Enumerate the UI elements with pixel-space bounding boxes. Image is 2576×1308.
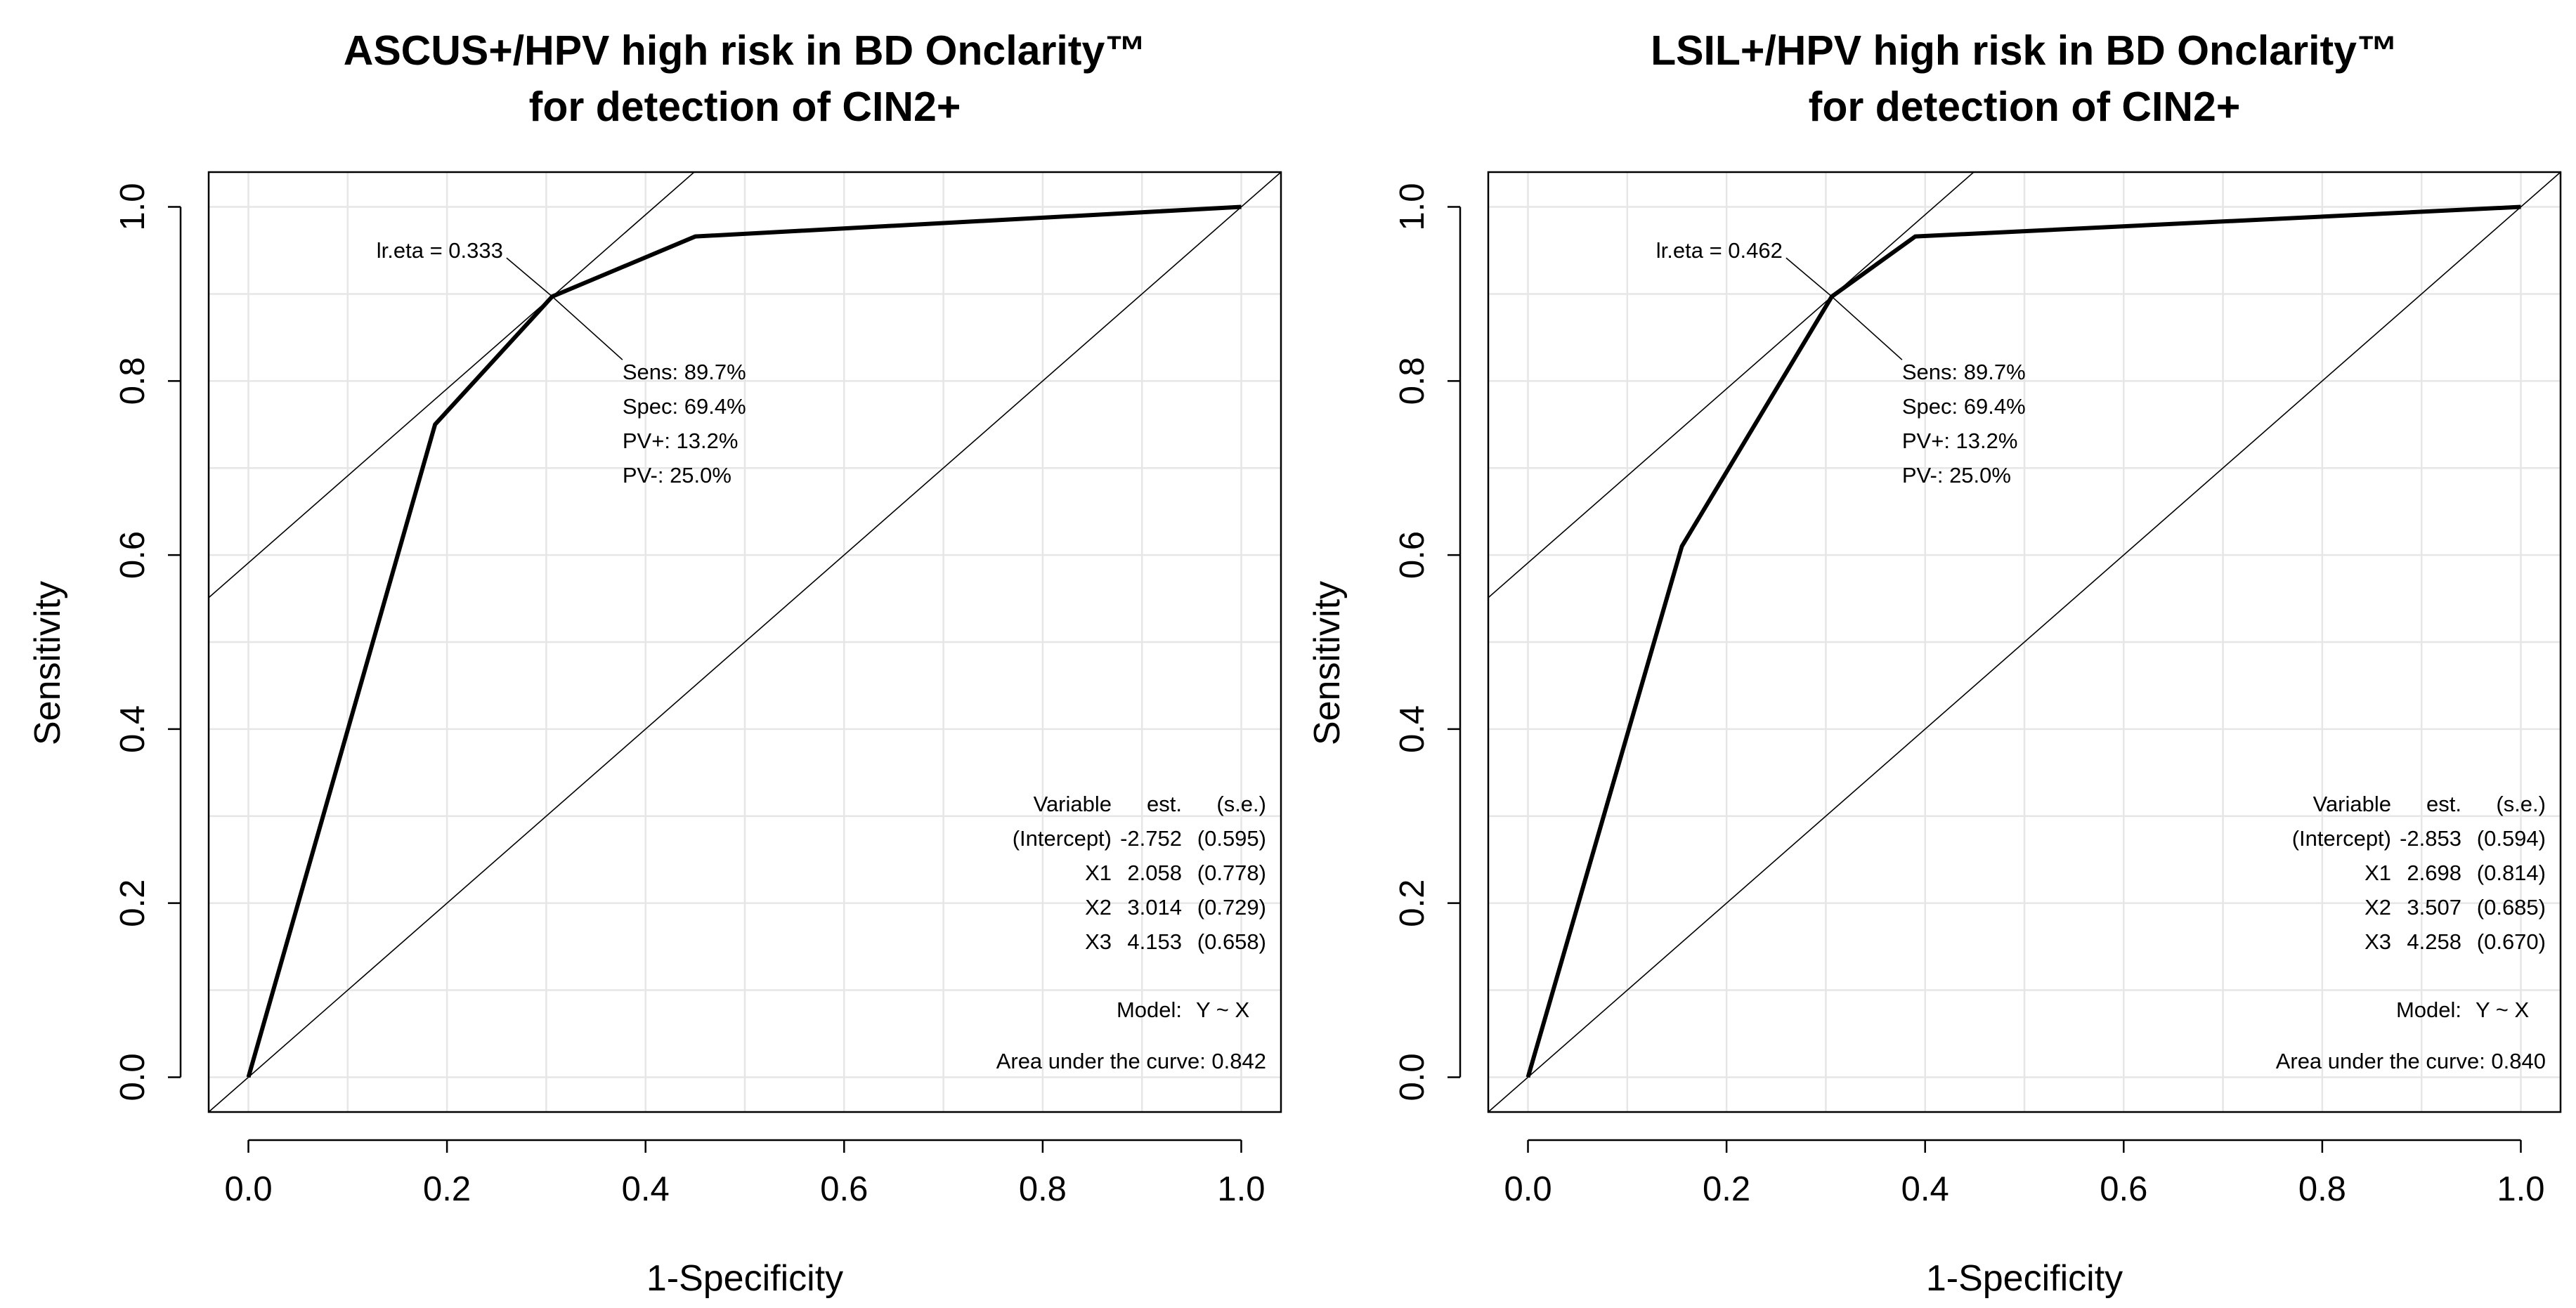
coef-table-header: Variable xyxy=(1034,792,1112,816)
x-axis-label: 1-Specificity xyxy=(646,1258,843,1299)
coef-table-cell: 4.153 xyxy=(1127,929,1182,954)
stat-line: Spec: 69.4% xyxy=(623,394,746,419)
coef-table-cell: (0.685) xyxy=(2477,895,2546,920)
coef-table-cell: (Intercept) xyxy=(1013,826,1112,851)
x-tick-label: 0.4 xyxy=(622,1170,670,1208)
x-tick-label: 1.0 xyxy=(2497,1170,2544,1208)
y-tick-label: 0.4 xyxy=(1393,705,1431,753)
cutoff-leader-line xyxy=(1785,257,1833,297)
y-axis-label: Sensitivity xyxy=(1307,581,1348,745)
x-tick-label: 0.6 xyxy=(2100,1170,2147,1208)
y-axis-label: Sensitivity xyxy=(27,581,68,745)
coef-table-cell: -2.853 xyxy=(2400,826,2461,851)
coef-table-header: Variable xyxy=(2313,792,2391,816)
y-tick-label: 1.0 xyxy=(114,183,152,230)
diagonal-reference-line xyxy=(1488,172,2561,1112)
model-label: Model: xyxy=(2396,998,2461,1022)
y-tick-label: 0.4 xyxy=(114,705,152,753)
stat-line: PV-: 25.0% xyxy=(623,463,731,488)
y-tick-label: 0.6 xyxy=(114,531,152,579)
coef-table-cell: (0.594) xyxy=(2477,826,2546,851)
x-tick-label: 0.8 xyxy=(2298,1170,2346,1208)
coef-table-cell: X3 xyxy=(2364,929,2391,954)
x-tick-label: 0.4 xyxy=(1901,1170,1949,1208)
coef-table-cell: 2.058 xyxy=(1127,861,1182,885)
grid xyxy=(209,172,1281,1112)
stat-line: Spec: 69.4% xyxy=(1902,394,2026,419)
model-formula: Y ~ X xyxy=(1196,998,1249,1022)
cutoff-label: lr.eta = 0.462 xyxy=(1656,238,1783,263)
cutoff-leader-line xyxy=(506,257,553,297)
roc-panel-1: ASCUS+/HPV high risk in BD Onclarity™ for… xyxy=(27,27,1282,1299)
coef-table-cell: X2 xyxy=(2364,895,2391,920)
coef-table-cell: (0.778) xyxy=(1197,861,1266,885)
coef-table-cell: -2.752 xyxy=(1120,826,1182,851)
x-tick-label: 0.6 xyxy=(820,1170,868,1208)
coef-table-cell: X1 xyxy=(1085,861,1112,885)
coef-table-cell: X2 xyxy=(1085,895,1112,920)
coef-table-cell: X1 xyxy=(2364,861,2391,885)
coef-table-cell: (0.670) xyxy=(2477,929,2546,954)
y-tick-label: 1.0 xyxy=(1393,183,1431,230)
stat-line: Sens: 89.7% xyxy=(623,360,746,384)
x-tick-label: 0.0 xyxy=(1504,1170,1552,1208)
model-formula: Y ~ X xyxy=(2476,998,2529,1022)
plot-frame xyxy=(1487,171,2562,1113)
coef-table-cell: (0.658) xyxy=(1197,929,1266,954)
y-tick-label: 0.8 xyxy=(114,357,152,405)
y-tick-label: 0.8 xyxy=(1393,357,1431,405)
coef-table-cell: 2.698 xyxy=(2407,861,2461,885)
auc-text: Area under the curve: 0.840 xyxy=(2276,1049,2546,1073)
diagonal-reference-line xyxy=(209,172,1281,1112)
chart-title-line-2: for detection of CIN2+ xyxy=(1809,84,2241,130)
stats-leader-line xyxy=(552,296,623,360)
coef-table-cell: 3.507 xyxy=(2407,895,2461,920)
stat-line: PV+: 13.2% xyxy=(623,429,739,453)
grid xyxy=(1488,172,2561,1112)
coef-table-cell: X3 xyxy=(1085,929,1112,954)
coef-table-header: (s.e.) xyxy=(2496,792,2546,816)
coef-table-header: (s.e.) xyxy=(1216,792,1266,816)
coef-table-cell: (0.729) xyxy=(1197,895,1266,920)
chart-title-line-2: for detection of CIN2+ xyxy=(529,84,961,130)
coef-table-cell: (Intercept) xyxy=(2292,826,2391,851)
y-tick-label: 0.6 xyxy=(1393,531,1431,579)
y-tick-label: 0.2 xyxy=(1393,879,1431,927)
x-tick-label: 1.0 xyxy=(1217,1170,1265,1208)
x-tick-label: 0.2 xyxy=(423,1170,471,1208)
tangent-line xyxy=(1488,172,1975,599)
coef-table-header: est. xyxy=(1147,792,1182,816)
x-tick-label: 0.8 xyxy=(1019,1170,1067,1208)
stats-leader-line xyxy=(1831,296,1903,360)
x-axis-label: 1-Specificity xyxy=(1926,1258,2123,1299)
x-tick-label: 0.2 xyxy=(1703,1170,1750,1208)
coef-table-cell: 3.014 xyxy=(1127,895,1182,920)
chart-title-line-1: LSIL+/HPV high risk in BD Onclarity™ xyxy=(1651,27,2398,74)
tangent-line xyxy=(209,172,696,599)
cutoff-label: lr.eta = 0.333 xyxy=(377,238,503,263)
stat-line: PV+: 13.2% xyxy=(1902,429,2018,453)
model-label: Model: xyxy=(1117,998,1182,1022)
plot-frame xyxy=(207,171,1282,1113)
x-tick-label: 0.0 xyxy=(224,1170,272,1208)
y-tick-label: 0.0 xyxy=(114,1053,152,1101)
coef-table-cell: (0.814) xyxy=(2477,861,2546,885)
y-tick-label: 0.0 xyxy=(1393,1053,1431,1101)
coef-table-cell: 4.258 xyxy=(2407,929,2461,954)
coef-table-header: est. xyxy=(2426,792,2461,816)
stat-line: Sens: 89.7% xyxy=(1902,360,2026,384)
auc-text: Area under the curve: 0.842 xyxy=(996,1049,1266,1073)
y-tick-label: 0.2 xyxy=(114,879,152,927)
coef-table-cell: (0.595) xyxy=(1197,826,1266,851)
roc-panel-2: LSIL+/HPV high risk in BD Onclarity™ for … xyxy=(1307,27,2562,1299)
chart-title-line-1: ASCUS+/HPV high risk in BD Onclarity™ xyxy=(344,27,1147,74)
stat-line: PV-: 25.0% xyxy=(1902,463,2011,488)
